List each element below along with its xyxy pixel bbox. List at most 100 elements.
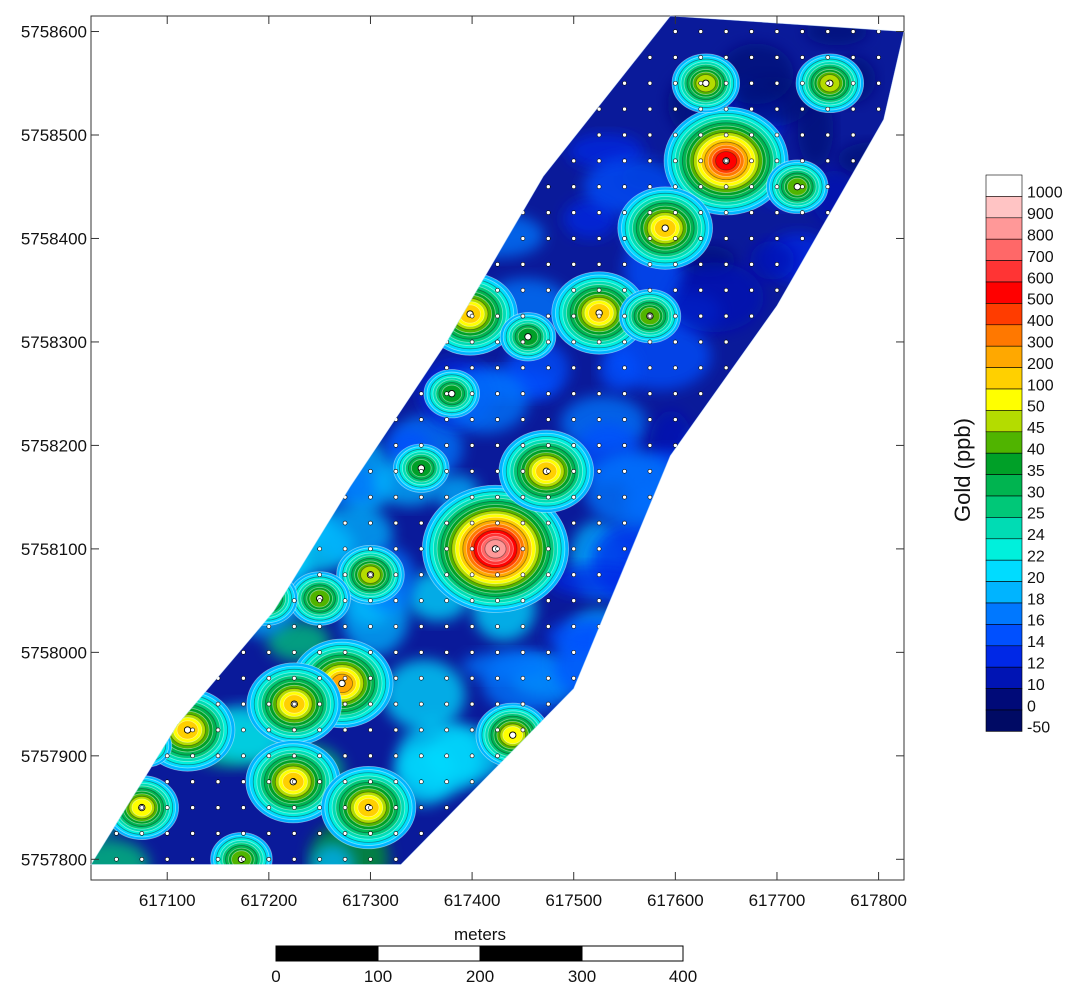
sample-point bbox=[673, 80, 678, 86]
sample-point bbox=[342, 520, 348, 526]
sample-point bbox=[520, 443, 526, 448]
sample-point bbox=[418, 624, 424, 629]
legend-swatch bbox=[985, 517, 1023, 540]
sample-point bbox=[266, 701, 272, 707]
sample-point bbox=[647, 55, 653, 60]
anomaly bbox=[671, 53, 741, 114]
sample-point bbox=[241, 650, 246, 655]
sample-point bbox=[342, 650, 348, 655]
sample-point bbox=[368, 831, 373, 836]
sample-point bbox=[469, 598, 475, 603]
sample-point bbox=[266, 624, 272, 629]
legend-swatch bbox=[985, 624, 1023, 647]
sample-point bbox=[571, 365, 577, 371]
sample-point bbox=[520, 494, 526, 500]
sample-point bbox=[774, 80, 780, 86]
sample-point bbox=[571, 624, 577, 629]
sample-point bbox=[266, 650, 272, 655]
sample-point bbox=[190, 831, 195, 836]
sample-point bbox=[164, 753, 170, 759]
sample-point bbox=[317, 546, 322, 552]
sample-point bbox=[495, 494, 500, 500]
y-tick-label: 5758100 bbox=[21, 540, 87, 559]
sample-point bbox=[571, 184, 577, 190]
sample-point bbox=[774, 262, 780, 267]
sample-point bbox=[800, 184, 805, 190]
sample-point bbox=[546, 262, 551, 267]
legend-label: 600 bbox=[1027, 270, 1054, 287]
sample-point bbox=[723, 339, 729, 345]
sample-point bbox=[622, 287, 627, 293]
sample-point bbox=[393, 494, 399, 500]
sample-point bbox=[368, 701, 373, 707]
sample-point bbox=[698, 80, 704, 86]
sample-point bbox=[495, 624, 500, 629]
sample-point bbox=[139, 857, 145, 862]
sample-point bbox=[749, 158, 754, 164]
sample-point bbox=[520, 287, 526, 293]
legend-swatch bbox=[985, 431, 1023, 454]
sample-point bbox=[495, 572, 500, 578]
y-tick-label: 5757800 bbox=[21, 850, 87, 869]
sample-point bbox=[393, 857, 399, 862]
sample-point bbox=[418, 572, 424, 578]
sample-point bbox=[647, 365, 653, 371]
sample-point bbox=[723, 158, 729, 164]
sample-point bbox=[215, 857, 221, 862]
legend-label: 18 bbox=[1027, 591, 1045, 608]
sample-point bbox=[266, 857, 272, 862]
sample-point bbox=[418, 727, 424, 733]
sample-point bbox=[647, 417, 653, 422]
sample-point bbox=[291, 805, 297, 810]
sample-point bbox=[520, 313, 526, 319]
legend-swatch bbox=[985, 709, 1023, 732]
sample-point bbox=[571, 158, 577, 164]
sample-point bbox=[774, 132, 780, 138]
sample-point bbox=[495, 650, 500, 655]
sample-point bbox=[164, 779, 170, 785]
sample-point bbox=[393, 546, 399, 552]
sample-point bbox=[495, 287, 500, 293]
legend-swatch bbox=[985, 666, 1023, 689]
sample-point bbox=[571, 210, 577, 215]
sample-point bbox=[546, 701, 551, 707]
sample-point bbox=[469, 572, 475, 578]
sample-point bbox=[596, 158, 602, 164]
sample-point bbox=[647, 106, 653, 112]
legend-swatch bbox=[985, 495, 1023, 518]
sample-point bbox=[702, 79, 710, 87]
y-tick-label: 5757900 bbox=[21, 747, 87, 766]
anomaly bbox=[551, 271, 647, 355]
sample-point bbox=[495, 727, 500, 733]
sample-point bbox=[317, 857, 322, 862]
sample-point bbox=[291, 624, 297, 629]
sample-point bbox=[622, 546, 627, 552]
y-axis: 5758600 5758500 5758400 5758300 5758200 57581… bbox=[21, 23, 904, 869]
sample-point bbox=[723, 287, 729, 293]
sample-point bbox=[723, 184, 729, 190]
y-tick-label: 5758000 bbox=[21, 643, 87, 662]
sample-point bbox=[673, 106, 678, 112]
sample-point bbox=[342, 727, 348, 733]
legend-label: 800 bbox=[1027, 228, 1054, 245]
legend-swatch bbox=[985, 367, 1023, 390]
sample-point bbox=[647, 287, 653, 293]
sample-point bbox=[622, 80, 627, 86]
sample-point bbox=[266, 727, 272, 733]
legend-swatch bbox=[985, 645, 1023, 668]
legend-label: 100 bbox=[1027, 377, 1054, 394]
sample-point bbox=[647, 184, 653, 190]
sample-point bbox=[139, 805, 145, 810]
sample-point bbox=[114, 831, 119, 836]
sample-point bbox=[368, 494, 373, 500]
legend-swatch bbox=[985, 217, 1023, 240]
sample-point bbox=[647, 80, 653, 86]
sample-point bbox=[393, 598, 399, 603]
sample-point bbox=[190, 753, 195, 759]
sample-point bbox=[749, 106, 754, 112]
sample-point bbox=[469, 417, 475, 422]
sample-point bbox=[342, 624, 348, 629]
sample-point bbox=[698, 132, 704, 138]
legend-label: 45 bbox=[1027, 420, 1045, 437]
sample-point bbox=[495, 391, 500, 396]
